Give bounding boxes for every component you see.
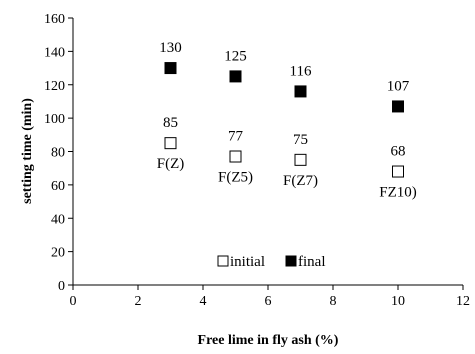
point-final [392, 100, 404, 113]
y-tick-label: 140 [44, 45, 65, 60]
y-tick-label: 160 [44, 12, 65, 27]
x-tick-label: 0 [70, 294, 77, 309]
point-final [229, 70, 242, 83]
category-label: F(Z5) [218, 170, 253, 186]
y-tick-label: 20 [51, 246, 65, 261]
data-label-initial: 85 [163, 115, 178, 131]
y-tick-label: 0 [58, 279, 65, 294]
x-tick-label: 10 [391, 294, 405, 309]
x-tick-label: 6 [265, 294, 272, 309]
point-initial [294, 153, 307, 166]
x-tick-label: 12 [456, 294, 470, 309]
x-axis-ticks: 0 2 4 6 8 10 12 [70, 285, 470, 309]
data-label-initial: 68 [391, 144, 406, 160]
x-tick-label: 4 [200, 294, 207, 309]
point-final [294, 85, 307, 98]
x-tick-label: 2 [135, 294, 142, 309]
legend: initial final [217, 254, 326, 270]
point-initial [392, 165, 404, 178]
category-label: F(Z7) [283, 173, 318, 189]
y-tick-label: 100 [44, 112, 65, 127]
legend-label-final: final [298, 254, 326, 270]
point-initial [229, 150, 242, 163]
y-tick-label: 80 [51, 146, 65, 161]
data-label-initial: 75 [293, 132, 308, 148]
legend-label-initial: initial [230, 254, 265, 270]
data-label-final: 125 [224, 48, 247, 64]
data-label-final: 116 [290, 63, 312, 79]
category-label: FZ10) [379, 185, 417, 201]
y-tick-label: 60 [51, 179, 65, 194]
category-label: F(Z) [157, 156, 185, 172]
series-marks: 85 F(Z) 77 F(Z5) 75 F(Z7) 68 FZ10) 130 125 116 107 [157, 40, 417, 200]
data-label-final: 130 [159, 40, 182, 56]
y-axis-title: setting time (min) [20, 98, 35, 204]
data-label-final: 107 [387, 78, 410, 94]
y-tick-label: 40 [51, 212, 65, 227]
point-final [164, 62, 177, 75]
y-axis-ticks: 0 20 40 60 80 100 120 140 160 [44, 12, 73, 294]
legend-marker-final [285, 255, 297, 267]
x-tick-label: 8 [330, 294, 337, 309]
legend-marker-initial [217, 255, 229, 267]
y-tick-label: 120 [44, 79, 65, 94]
point-initial [164, 137, 177, 150]
x-axis-title: Free lime in fly ash (%) [198, 333, 339, 348]
data-label-initial: 77 [228, 129, 244, 145]
